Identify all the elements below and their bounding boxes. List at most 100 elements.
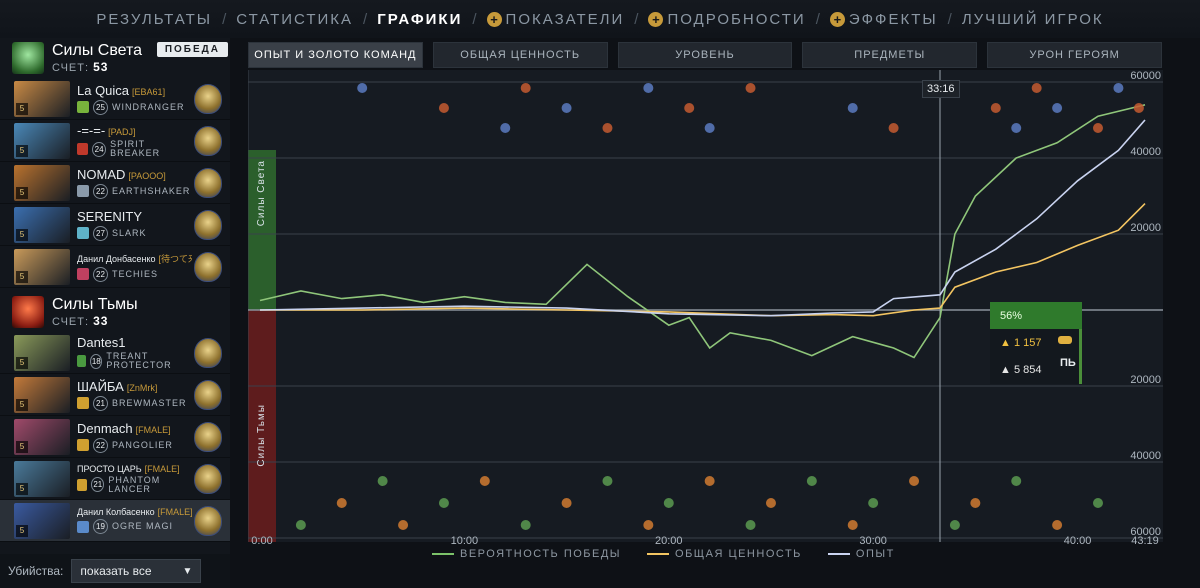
player-hero-line: 24 SPIRIT BREAKER: [77, 140, 192, 158]
rank-pip-icon: 5: [16, 102, 28, 115]
hero-level: 19: [93, 519, 108, 534]
radiant-player-row[interactable]: 5 NOMAD [PAOOO] 22 EARTHSHAKER: [0, 162, 230, 204]
graph-tab-1[interactable]: ОБЩАЯ ЦЕННОСТЬ: [432, 42, 608, 68]
top-navigation: РЕЗУЛЬТАТЫ / СТАТИСТИКА / ГРАФИКИ / + ПОКАЗАТЕЛ…: [0, 0, 1200, 38]
legend-item: ВЕРОЯТНОСТЬ ПОБЕДЫ: [432, 548, 621, 560]
chevron-down-icon: ▼: [182, 565, 193, 577]
graph-tab-3[interactable]: ПРЕДМЕТЫ: [802, 42, 978, 68]
rank-pip-icon: 5: [16, 356, 28, 369]
graph-tab-0[interactable]: ОПЫТ И ЗОЛОТО КОМАНД: [248, 42, 423, 68]
player-name: La Quica [EBA61]: [77, 82, 166, 98]
nav-tab-label: СТАТИСТИКА: [236, 10, 354, 28]
kill-marker-icon: [1011, 123, 1022, 133]
kill-marker-icon: [377, 476, 388, 486]
radiant-team-name: Силы Света: [52, 42, 143, 59]
player-info: La Quica [EBA61] 25 WINDRANGER: [77, 83, 192, 115]
hero-name: TREANT PROTECTOR: [106, 351, 172, 370]
x-axis-label: 0:00: [251, 535, 272, 547]
dire-player-row[interactable]: 5 Denmach [FMALE] 22 PANGOLIER: [0, 416, 230, 458]
hero-portrait: 5: [14, 164, 70, 201]
nav-tab-4[interactable]: + ПОДРОБНОСТИ: [640, 11, 813, 28]
hero-level: 21: [91, 477, 105, 492]
nav-tab-label: ЭФФЕКТЫ: [848, 10, 938, 28]
dire-player-row[interactable]: 5 ШАЙБА [ZnMrk] 21 BREWMASTER: [0, 374, 230, 416]
player-name: -=-=- [PADJ]: [77, 123, 136, 138]
dire-player-row[interactable]: 5 ПРОСТО ЦАРЬ [FMALE] 21 PHANTOM LANCER: [0, 458, 230, 500]
rank-medal-icon: [194, 380, 222, 410]
kill-marker-icon: [500, 123, 511, 133]
legend-label: ВЕРОЯТНОСТЬ ПОБЕДЫ: [460, 548, 622, 560]
radiant-player-row[interactable]: 5 La Quica [EBA61] 25 WINDRANGER: [0, 78, 230, 120]
dire-header: Силы Тьмы СЧЕТ: 33: [0, 292, 230, 332]
hero-name: EARTHSHAKER: [112, 185, 191, 196]
x-axis-label: 20:00: [655, 535, 683, 547]
rank-pip-icon: 5: [16, 186, 28, 199]
nav-tab-2[interactable]: ГРАФИКИ: [369, 11, 470, 28]
radiant-player-row[interactable]: 5 Данил Донбасенко[待つて来る] 22 TECHIES: [0, 246, 230, 288]
dire-team-name: Силы Тьмы: [52, 296, 138, 313]
nav-tab-6[interactable]: ЛУЧШИЙ ИГРОК: [954, 11, 1112, 28]
nav-tab-label: ЛУЧШИЙ ИГРОК: [961, 10, 1104, 28]
nav-tab-label: РЕЗУЛЬТАТЫ: [96, 10, 213, 28]
nav-tab-5[interactable]: + ЭФФЕКТЫ: [822, 11, 946, 28]
role-icon: [77, 143, 89, 155]
rank-pip-icon: 5: [16, 228, 28, 241]
plus-icon: +: [486, 11, 502, 27]
series-line-1: [260, 203, 1146, 317]
kill-marker-icon: [357, 83, 368, 93]
nav-tab-3[interactable]: + ПОКАЗАТЕЛИ: [479, 11, 633, 28]
nav-tab-1[interactable]: СТАТИСТИКА: [228, 11, 361, 28]
graph-tab-4[interactable]: УРОН ГЕРОЯМ: [987, 42, 1162, 68]
dire-player-row[interactable]: 5 Данил Колбасенко [FMALE] 19 OGRE MAGI: [0, 500, 230, 542]
y-axis-label: 60000: [1130, 70, 1161, 82]
kill-marker-icon: [888, 123, 899, 133]
kill-marker-icon: [1113, 83, 1124, 93]
player-info: NOMAD [PAOOO] 22 EARTHSHAKER: [77, 167, 192, 199]
kill-marker-icon: [1092, 498, 1103, 508]
radiant-score: СЧЕТ: 53: [52, 60, 109, 74]
role-icon: [77, 439, 89, 451]
hero-level: 27: [93, 225, 108, 241]
dire-player-row[interactable]: 5 Dantes1 18 TREANT PROTECTOR: [0, 332, 230, 374]
kill-marker-icon: [602, 476, 613, 486]
rank-medal-icon: [194, 84, 222, 114]
hero-level: 18: [90, 353, 103, 369]
player-info: SERENITY 27 SLARK: [77, 209, 192, 241]
player-hero-line: 27 SLARK: [77, 225, 192, 241]
kill-marker-icon: [663, 498, 674, 508]
rank-pip-icon: 5: [16, 524, 28, 537]
legend-item: ОБЩАЯ ЦЕННОСТЬ: [647, 548, 802, 560]
tooltip-side-bar: [1079, 329, 1082, 384]
hero-name: BREWMASTER: [112, 397, 187, 408]
player-info: Dantes1 18 TREANT PROTECTOR: [77, 335, 192, 370]
hover-time-badge: 33:16: [922, 80, 960, 98]
radiant-player-row[interactable]: 5 SERENITY 27 SLARK: [0, 204, 230, 246]
hero-name: PHANTOM LANCER: [108, 474, 161, 494]
kills-dropdown[interactable]: показать все ▼: [71, 559, 202, 583]
kill-marker-icon: [1092, 123, 1103, 133]
rank-medal-icon: [194, 252, 222, 282]
role-icon: [77, 520, 89, 533]
radiant-player-row[interactable]: 5 -=-=- [PADJ] 24 SPIRIT BREAKER: [0, 120, 230, 162]
player-name: ПРОСТО ЦАРЬ [FMALE]: [77, 463, 180, 474]
kill-marker-icon: [1133, 103, 1144, 113]
nav-tab-0[interactable]: РЕЗУЛЬТАТЫ: [88, 11, 220, 28]
hero-level: 21: [93, 395, 108, 411]
legend-label: ОПЫТ: [855, 548, 895, 560]
player-name: Denmach [FMALE]: [77, 420, 171, 436]
hero-level: 25: [93, 99, 108, 115]
kill-marker-icon: [847, 520, 858, 530]
role-icon: [77, 268, 89, 280]
nav-separator: /: [634, 10, 639, 28]
tooltip-xp: ▲ 5 854: [1000, 363, 1042, 376]
radiant-emblem-icon: [12, 42, 44, 74]
graph-tab-2[interactable]: УРОВЕНЬ: [617, 42, 793, 68]
dire-side-bar: [248, 310, 276, 542]
legend-swatch: [827, 553, 850, 555]
nav-separator: /: [363, 10, 368, 28]
kill-marker-icon: [745, 520, 756, 530]
kill-marker-icon: [949, 520, 960, 530]
hero-portrait: 5: [14, 122, 70, 159]
player-hero-line: 25 WINDRANGER: [77, 99, 192, 115]
radiant-header: Силы Света СЧЕТ: 53 ПОБЕДА: [0, 38, 230, 78]
